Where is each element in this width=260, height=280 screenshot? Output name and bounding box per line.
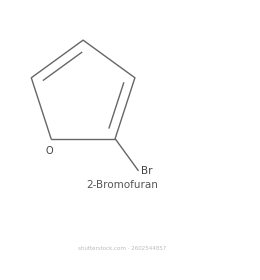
Text: 2-Bromofuran: 2-Bromofuran [87,180,158,190]
Text: O: O [46,146,53,156]
Text: Br: Br [141,165,152,176]
Text: shutterstock.com · 2602544857: shutterstock.com · 2602544857 [78,246,167,251]
